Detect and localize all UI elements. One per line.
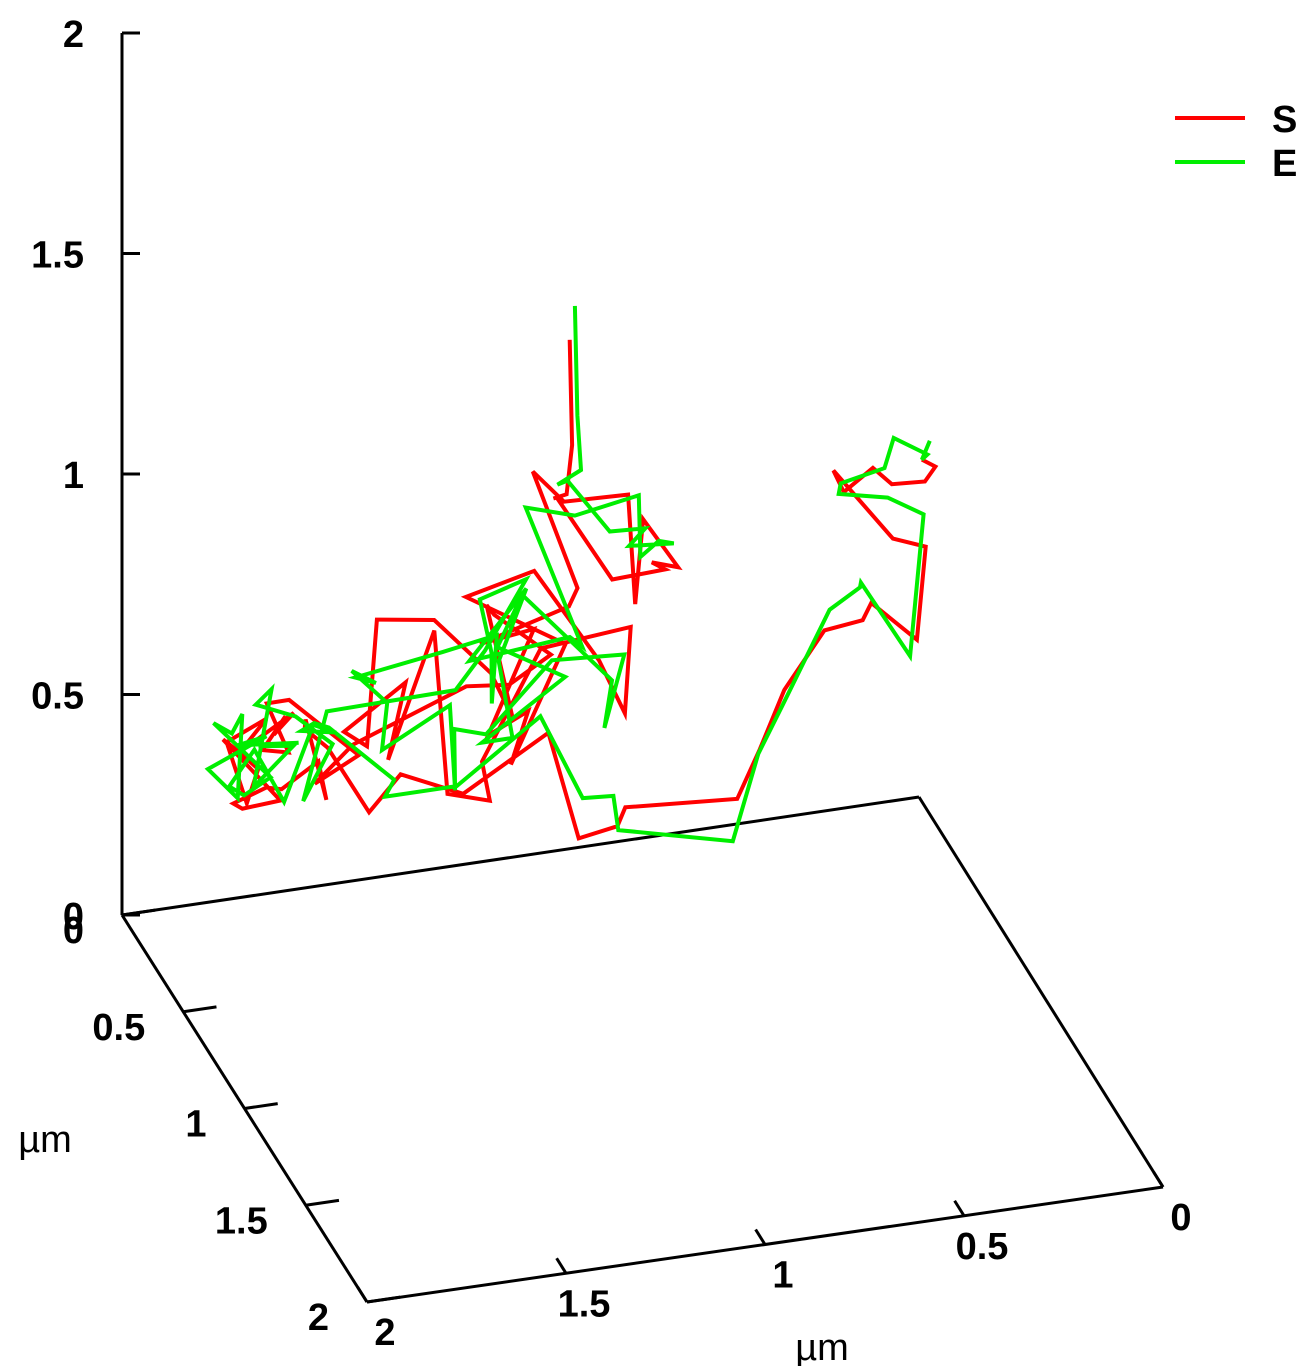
x-tick-mark [754, 1228, 767, 1246]
y-tick-mark [366, 1295, 401, 1304]
y-axis-title: µm [18, 1119, 72, 1161]
x-tick-label: 2 [374, 1312, 395, 1354]
legend-label-s: S [1272, 99, 1297, 141]
y-tick-label: 0.5 [92, 1007, 145, 1049]
y-tick-mark [121, 908, 156, 917]
y-tick-label: 2 [308, 1297, 329, 1339]
z-tick-label: 1 [63, 455, 84, 497]
x-tick-label: 0.5 [956, 1226, 1009, 1268]
x-tick-mark [1152, 1171, 1165, 1188]
y-tick-mark [305, 1198, 340, 1207]
x-tick-mark [953, 1199, 966, 1217]
axis-back-edge [121, 795, 920, 917]
x-tick-label: 0 [1170, 1197, 1191, 1239]
legend: SE [1175, 99, 1297, 185]
z-tick-label: 2 [63, 14, 84, 56]
y-tick-label: 1 [185, 1104, 206, 1146]
series-layer [204, 305, 939, 844]
x-tick-mark [555, 1257, 568, 1275]
axis-right-edge [917, 796, 1165, 1188]
x-tick-label: 1.5 [558, 1283, 611, 1325]
series-line-e [204, 305, 932, 844]
x-tick-label: 1 [772, 1255, 793, 1297]
x-axis-title: µm [795, 1327, 849, 1366]
legend-label-e: E [1272, 143, 1297, 185]
z-tick-label: 0 [63, 896, 84, 938]
y-tick-label: 0 [63, 910, 84, 952]
axis-ticks: 0 0.5 1 1.5 2 0 0.5 1 1.5 2 0 0.5 1 1.5 2 [31, 14, 1191, 1354]
x-tick-mark [356, 1286, 369, 1303]
y-tick-label: 1.5 [215, 1200, 268, 1242]
y-tick-mark [183, 1005, 217, 1014]
z-tick-label: 1.5 [31, 235, 84, 277]
y-tick-mark [244, 1102, 278, 1110]
axes-frame [120, 33, 1165, 1304]
z-tick-label: 0.5 [31, 676, 84, 718]
